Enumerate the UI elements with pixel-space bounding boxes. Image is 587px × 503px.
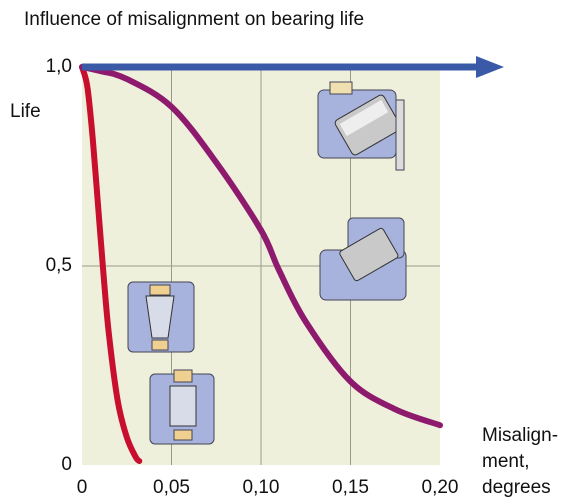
bearing-icon-taper (319, 217, 407, 301)
x-axis-label: degrees (482, 477, 551, 498)
y-tick-label: 1,0 (46, 56, 72, 77)
y-axis-label: Life (10, 101, 41, 122)
bearing-icon-spherical (317, 81, 405, 171)
x-tick-label: 0 (77, 477, 88, 498)
axis-arrowhead (476, 56, 504, 78)
bearing-icon-cylindrical (149, 369, 215, 445)
y-tick-label: 0,5 (46, 255, 72, 276)
x-tick-label: 0,15 (332, 477, 369, 498)
x-axis-label: Misalign- (482, 425, 558, 446)
chart-title: Influence of misalignment on bearing lif… (24, 9, 364, 30)
y-tick-label: 0 (61, 454, 72, 475)
curve (79, 64, 443, 429)
x-tick-label: 0,20 (422, 477, 459, 498)
curves (79, 64, 443, 465)
x-axis-label: ment, (482, 451, 530, 472)
x-tick-label: 0,05 (153, 477, 190, 498)
bearing-icon-carb (127, 281, 195, 353)
x-tick-label: 0,10 (243, 477, 280, 498)
curve (79, 64, 143, 465)
